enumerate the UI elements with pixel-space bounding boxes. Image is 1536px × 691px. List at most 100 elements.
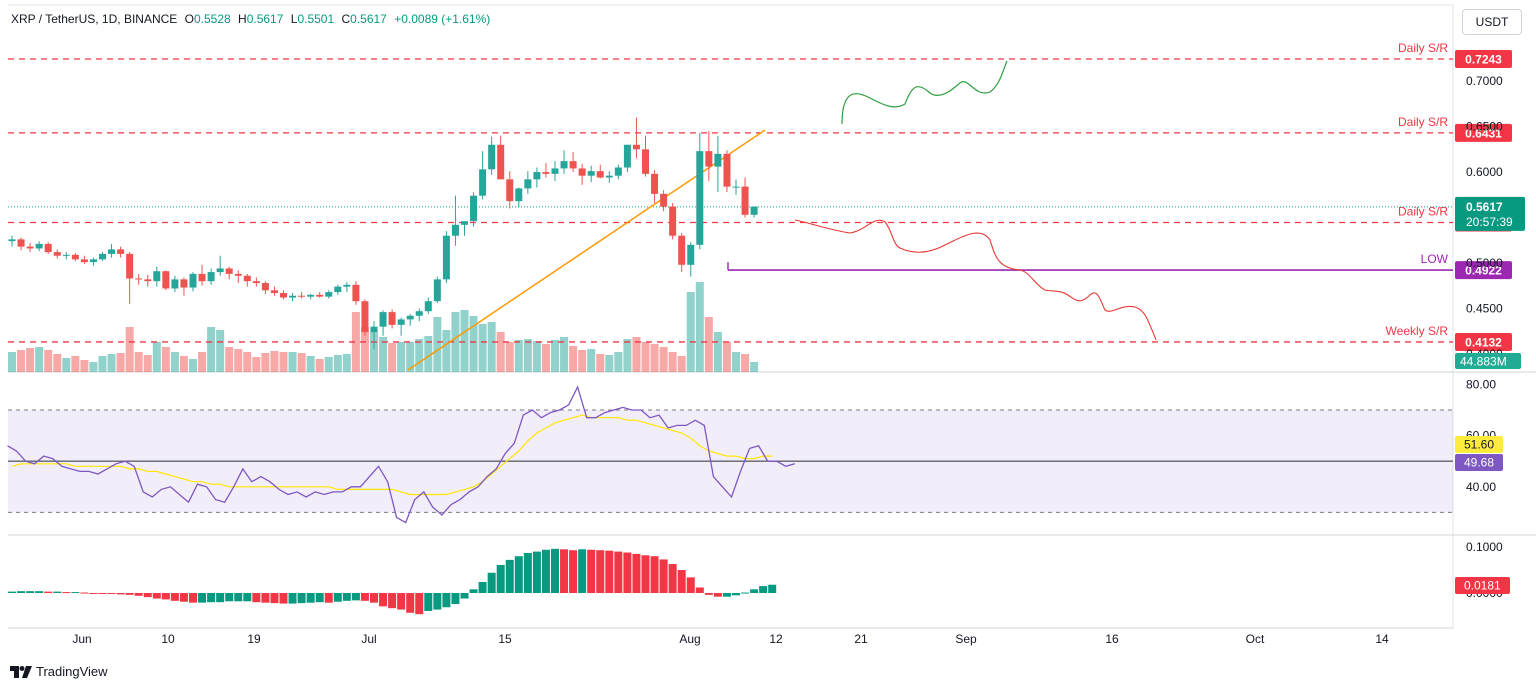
candle-body <box>316 294 324 297</box>
open-value: 0.5528 <box>193 12 231 26</box>
candle-body <box>334 286 342 293</box>
candle-body <box>524 179 532 189</box>
ao-bar <box>532 551 541 593</box>
ao-bar <box>560 549 569 593</box>
candle-body <box>560 161 568 169</box>
candle-body <box>551 168 559 174</box>
low-value: 0.5501 <box>297 12 335 26</box>
volume-bar <box>170 352 179 372</box>
volume-bar <box>650 344 659 372</box>
volume-bar <box>234 349 243 372</box>
price-axis-tick: 0.6000 <box>1466 165 1503 179</box>
candle-body <box>750 206 758 215</box>
volume-bar <box>732 352 740 372</box>
volume-bar <box>252 357 261 372</box>
ao-bar <box>89 593 98 594</box>
ao-bar <box>143 593 152 598</box>
volume-bar <box>379 337 388 372</box>
candle-body <box>280 293 287 298</box>
candle-body <box>642 149 649 174</box>
candle-body <box>578 168 586 176</box>
ao-bar <box>750 589 759 593</box>
candle-body <box>62 254 70 256</box>
ao-bar <box>768 584 777 593</box>
candle-body <box>388 312 396 325</box>
rsi-axis-tick: 80.00 <box>1466 377 1496 391</box>
ao-bar <box>270 593 279 604</box>
ao-bar <box>424 593 433 611</box>
ao-bar <box>677 570 686 593</box>
volume-bar <box>261 353 270 372</box>
candle-body <box>135 278 143 280</box>
volume-bar <box>279 352 288 372</box>
volume-bar <box>424 336 433 372</box>
ao-bar <box>360 593 369 601</box>
volume-bar <box>659 347 668 372</box>
ao-bar <box>179 593 188 602</box>
tradingview-brand: TradingView <box>36 664 108 679</box>
volume-bar <box>433 317 442 372</box>
candle-body <box>542 172 550 174</box>
ao-bar <box>207 593 216 603</box>
volume-bar <box>560 337 569 372</box>
ao-bar <box>98 593 107 594</box>
currency-button[interactable]: USDT <box>1462 9 1522 35</box>
volume-bar <box>415 339 424 372</box>
ao-bar <box>17 591 26 593</box>
volume-bar <box>677 356 686 372</box>
volume-bar <box>623 339 632 372</box>
time-axis-tick: Aug <box>679 632 700 646</box>
volume-bar <box>98 356 107 372</box>
ao-bar <box>704 593 713 595</box>
ao-bar <box>379 593 388 607</box>
level-price-text: 0.7243 <box>1465 53 1502 67</box>
symbol-header: XRP / TetherUS, 1D, BINANCE O0.5528 H0.5… <box>11 12 490 26</box>
candle-body <box>433 279 441 302</box>
ao-bar <box>297 593 306 604</box>
volume-text: 44.883M <box>1460 355 1507 369</box>
volume-tag <box>1455 353 1521 369</box>
candle-body <box>669 206 677 236</box>
ao-bar <box>80 592 89 594</box>
ao-bar <box>623 552 632 593</box>
volume-bar <box>487 322 496 372</box>
price-axis-tick: 0.7000 <box>1466 74 1503 88</box>
volume-bar <box>741 354 750 372</box>
ao-bar <box>116 593 125 595</box>
candle-body <box>53 252 61 256</box>
ao-bar <box>460 593 469 599</box>
ao-bar <box>741 592 750 594</box>
candle-body <box>442 235 450 280</box>
volume-bar <box>750 362 759 372</box>
ao-bar <box>252 593 261 603</box>
candle-body <box>35 243 43 249</box>
ao-bar <box>53 591 62 593</box>
bullish-projection-path <box>841 60 1008 125</box>
ao-bar <box>713 593 722 597</box>
volume-bar <box>225 347 234 372</box>
volume-bar <box>80 360 89 372</box>
candle-body <box>587 171 595 176</box>
candle-body <box>614 167 622 176</box>
level-label: LOW <box>1421 252 1449 266</box>
ao-bar <box>668 564 677 593</box>
volume-bar <box>53 354 62 372</box>
ao-bar <box>71 592 80 594</box>
time-axis-tick: 19 <box>247 632 261 646</box>
candle-body <box>370 326 378 333</box>
ao-bar <box>587 549 596 593</box>
volume-bar <box>397 342 406 372</box>
candle-body <box>406 315 414 320</box>
time-axis-tick: 14 <box>1375 632 1389 646</box>
ao-bar <box>243 593 252 602</box>
ao-value: 0.0181 <box>1464 579 1501 593</box>
ao-bar <box>650 556 659 593</box>
level-price-tag <box>1455 332 1512 351</box>
volume-bar <box>541 344 550 372</box>
volume-bar <box>496 332 505 372</box>
ao-bar <box>433 593 442 610</box>
tradingview-logo[interactable]: TradingView <box>10 664 108 679</box>
price-axis-tick: 0.5000 <box>1466 256 1503 270</box>
candle-body <box>424 301 432 312</box>
